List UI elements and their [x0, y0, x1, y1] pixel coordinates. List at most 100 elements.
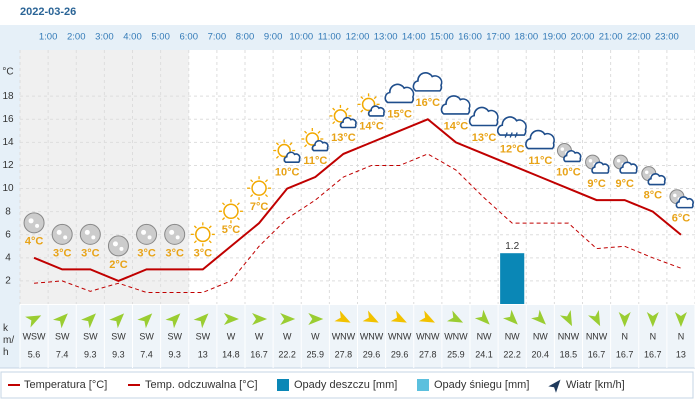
hour-label: 10:00: [289, 32, 313, 43]
temp-label: 3°C: [81, 247, 100, 259]
cloud: [468, 106, 499, 127]
cloud: [496, 116, 527, 136]
crater: [588, 158, 593, 163]
sun-ray: [221, 202, 226, 206]
temp-label: 3°C: [194, 247, 213, 259]
wind-direction: SW: [196, 331, 211, 341]
weather-icon: [23, 212, 45, 234]
hour-label: 7:00: [208, 32, 227, 43]
temp-label: 13°C: [331, 132, 356, 144]
temp-label: 4°C: [25, 236, 44, 248]
sun-ray: [345, 107, 349, 111]
wind-direction: SW: [167, 331, 182, 341]
wind-direction: NW: [505, 331, 520, 341]
legend-label: Temp. odczuwalna [°C]: [145, 379, 258, 391]
temp-label: 5°C: [222, 224, 241, 236]
weather-icon: [329, 104, 357, 129]
wind-arrow: [559, 310, 573, 327]
cloud: [647, 173, 666, 186]
weather-icon: [496, 116, 527, 138]
sun-ray: [275, 142, 279, 146]
crater: [169, 229, 175, 235]
hour-label: 21:00: [599, 32, 623, 43]
wind-arrow: [674, 312, 687, 327]
hour-label: 14:00: [402, 32, 426, 43]
wind-speed: 16.7: [588, 349, 606, 359]
crater: [91, 235, 96, 240]
legend-label: Temperatura [°C]: [24, 379, 107, 391]
wind-speed: 25.9: [447, 349, 465, 359]
cloud: [311, 139, 329, 152]
sun-ray: [304, 130, 308, 134]
hour-label: 12:00: [346, 32, 370, 43]
wind-arrow: [588, 310, 601, 327]
wind-arrow: [362, 310, 379, 323]
rain-drop: [514, 132, 518, 138]
wind-direction: N: [621, 331, 628, 341]
temperature-line: [33, 118, 682, 282]
sun-ray: [208, 240, 212, 244]
temp-label: 15°C: [387, 109, 412, 121]
legend-label: Opady deszczu [mm]: [294, 379, 397, 391]
wind-arrow: [109, 313, 125, 329]
crater: [119, 246, 124, 251]
wind-direction: WSW: [23, 331, 46, 341]
sun-ray: [264, 194, 269, 198]
hour-label: 4:00: [123, 32, 142, 43]
wind-speed: 14.8: [222, 349, 240, 359]
rain-drop: [504, 132, 508, 138]
y-tick-label: 12: [2, 160, 14, 171]
sun: [223, 203, 239, 220]
y-axis-label: °C: [2, 67, 13, 78]
temp-label: 12°C: [500, 143, 525, 155]
hour-label: 3:00: [95, 32, 114, 43]
sun-ray: [250, 179, 254, 183]
temp-label: 2°C: [109, 259, 128, 271]
weather-icon: [525, 129, 555, 150]
moon: [79, 223, 101, 245]
crater: [147, 235, 152, 240]
wind-speed: 29.6: [363, 349, 381, 359]
hour-label: 11:00: [318, 32, 341, 43]
cloud: [412, 72, 443, 92]
weather-icon: [273, 139, 301, 163]
wind-direction: W: [255, 331, 264, 341]
wind-speed: 16.7: [644, 349, 662, 359]
hour-label: 16:00: [458, 32, 482, 43]
feels-like-line: [34, 153, 682, 293]
sun-ray: [236, 202, 240, 206]
cloud: [384, 83, 415, 104]
wind-arrow: [646, 312, 659, 327]
left-band: [0, 25, 20, 368]
sun-ray: [317, 130, 321, 134]
sun-ray: [275, 155, 279, 159]
y-tick-label: 6: [5, 229, 11, 240]
sun-ray: [208, 225, 212, 229]
wind-speed: 27.8: [335, 349, 353, 359]
wind-arrow: [618, 312, 631, 327]
wind-direction: N: [650, 331, 657, 341]
wind-speed: 27.8: [419, 349, 437, 359]
wind-unit: km/h: [3, 323, 15, 358]
crater: [28, 218, 34, 224]
wind-speed: 13: [676, 349, 686, 359]
sun-ray: [264, 179, 269, 183]
wind-arrow: [502, 309, 518, 325]
crater: [63, 235, 68, 240]
crater: [644, 170, 649, 174]
wind-speed: 24.1: [475, 349, 493, 359]
wind-arrow: [81, 313, 96, 329]
wind-direction: WNW: [416, 331, 440, 341]
wind-arrow: [334, 310, 351, 323]
cloud: [675, 196, 694, 209]
temp-label: 3°C: [165, 247, 184, 259]
temp-label: 11°C: [528, 155, 552, 167]
weather-icon: [556, 143, 582, 163]
weather-icon: [357, 93, 385, 117]
wind-direction: WNW: [360, 331, 384, 341]
weather-icon: [218, 199, 243, 224]
hour-label: 23:00: [655, 32, 679, 43]
wind-arrow: [446, 310, 464, 323]
